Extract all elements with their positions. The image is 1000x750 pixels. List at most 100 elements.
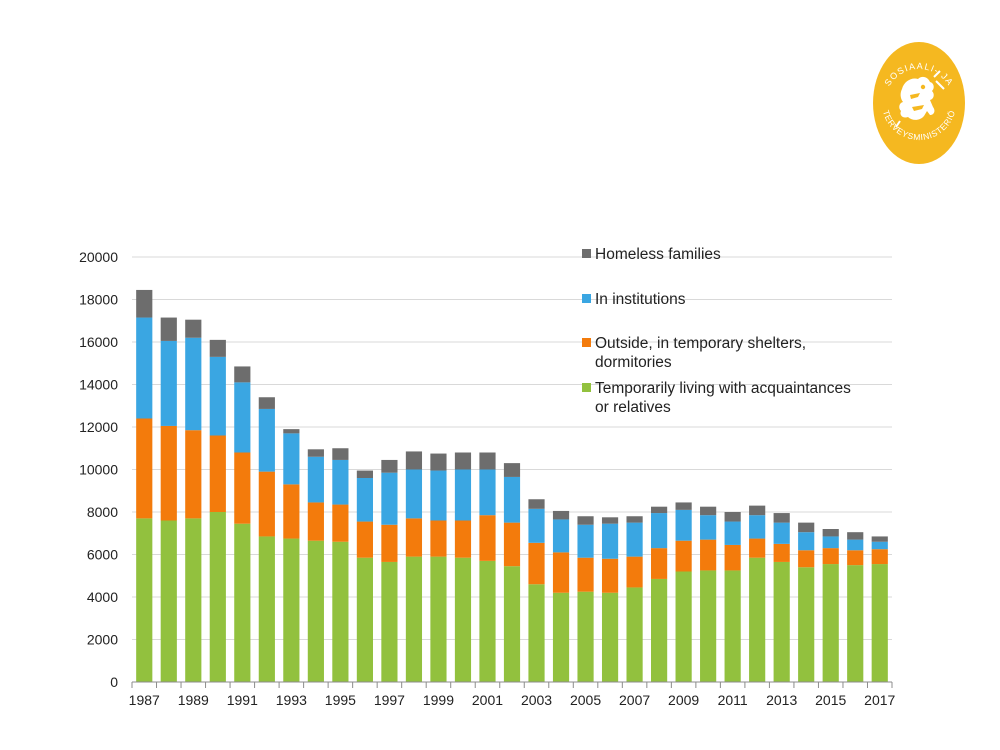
x-tick-label: 1991: [227, 692, 258, 708]
bar-2014-series-1: [798, 550, 815, 568]
bar-2003-series-3: [528, 499, 545, 509]
bar-1991-series-3: [234, 366, 251, 383]
bar-2007-series-0: [626, 587, 643, 682]
sword-icon: [895, 70, 945, 128]
bar-1993-series-2: [283, 433, 300, 485]
bar-2001-series-1: [479, 515, 496, 561]
y-tick-label: 20000: [79, 249, 118, 265]
bar-2002-series-0: [503, 566, 521, 682]
bar-1995-series-3: [332, 448, 349, 460]
bar-2001-series-2: [479, 469, 496, 516]
bar-1990-series-0: [209, 512, 226, 682]
bar-1999-series-0: [430, 556, 447, 682]
legend-swatch: [582, 338, 591, 347]
bar-1997-series-3: [381, 459, 398, 473]
bar-2014-series-3: [798, 522, 815, 533]
bar-1997-series-2: [381, 472, 398, 525]
y-tick-label: 10000: [79, 462, 118, 478]
bar-1991-series-0: [234, 523, 251, 682]
legend-swatch: [582, 249, 591, 258]
x-tick-label: 1989: [178, 692, 209, 708]
legend-swatch: [582, 294, 591, 303]
bar-2010-series-2: [700, 515, 717, 540]
bar-1987-series-0: [136, 518, 153, 682]
bar-1998-series-1: [405, 518, 423, 557]
bar-2000-series-0: [454, 557, 472, 682]
bar-1999-series-3: [430, 453, 447, 471]
bar-2012-series-3: [749, 505, 766, 516]
bar-1989-series-1: [185, 430, 202, 519]
bar-2011-series-3: [724, 512, 741, 522]
bar-2001-series-3: [479, 452, 496, 470]
bar-1988-series-2: [160, 340, 177, 426]
bar-1990-series-1: [209, 435, 226, 512]
bar-2003-series-0: [528, 584, 545, 682]
bar-2004-series-0: [552, 592, 570, 682]
bar-1993-series-0: [283, 538, 300, 682]
lion-icon: [899, 76, 935, 120]
y-tick-label: 12000: [79, 419, 118, 435]
bar-1987-series-3: [136, 289, 153, 318]
bar-2004-series-2: [552, 519, 570, 553]
bar-2009-series-3: [675, 502, 692, 510]
y-tick-label: 8000: [87, 504, 118, 520]
ministry-logo-icon: SOSIAALI- JA TERVEYSMINISTERIÖ: [873, 42, 965, 164]
bar-2014-series-2: [798, 532, 815, 551]
bar-1993-series-1: [283, 484, 300, 539]
legend-label: Temporarily living with acquaintances: [595, 380, 851, 397]
x-tick-label: 2017: [864, 692, 895, 708]
bar-1992-series-2: [258, 408, 275, 472]
x-tick-label: 1995: [325, 692, 356, 708]
bar-2006-series-3: [601, 517, 619, 524]
bar-2009-series-0: [675, 571, 692, 682]
bar-2007-series-1: [626, 556, 643, 588]
legend-label: Homeless families: [595, 246, 721, 263]
bar-1989-series-3: [185, 319, 202, 338]
bar-1998-series-3: [405, 451, 423, 470]
bar-2011-series-2: [724, 521, 741, 545]
bar-1999-series-1: [430, 520, 447, 557]
bar-2000-series-1: [454, 520, 472, 558]
bar-2013-series-3: [773, 513, 790, 523]
bar-2009-series-2: [675, 509, 692, 541]
bar-1987-series-1: [136, 418, 153, 519]
bar-2008-series-3: [651, 506, 668, 514]
bar-2014-series-0: [798, 567, 815, 682]
bar-1992-series-3: [258, 397, 275, 409]
bar-2015-series-1: [822, 548, 839, 565]
bar-2017-series-3: [871, 536, 888, 542]
bar-1996-series-2: [356, 478, 373, 522]
x-tick-label: 2001: [472, 692, 503, 708]
bar-1992-series-1: [258, 471, 275, 537]
bar-1989-series-0: [185, 518, 202, 682]
bar-2016-series-0: [847, 565, 864, 682]
bar-2005-series-1: [577, 557, 594, 592]
bar-2013-series-0: [773, 561, 790, 682]
x-tick-label: 1993: [276, 692, 307, 708]
bar-2000-series-2: [454, 469, 472, 521]
bar-2001-series-0: [479, 560, 496, 682]
bar-2015-series-3: [822, 529, 839, 537]
bar-1994-series-1: [307, 502, 324, 541]
bar-1990-series-3: [209, 339, 226, 357]
x-tick-label: 2007: [619, 692, 650, 708]
bar-2017-series-0: [871, 564, 888, 682]
y-tick-label: 2000: [87, 632, 118, 648]
bar-2011-series-1: [724, 544, 741, 571]
bar-2015-series-2: [822, 536, 839, 549]
bar-2007-series-2: [626, 522, 643, 557]
bar-2007-series-3: [626, 516, 643, 523]
bar-1987-series-2: [136, 317, 153, 419]
bar-2003-series-1: [528, 542, 545, 585]
lion-detail-icon: [910, 84, 926, 111]
x-tick-label: 2005: [570, 692, 601, 708]
bar-1995-series-1: [332, 504, 349, 542]
bar-2012-series-1: [749, 538, 766, 558]
x-tick-label: 1997: [374, 692, 405, 708]
bar-2010-series-0: [700, 570, 717, 682]
x-tick-label: 1999: [423, 692, 454, 708]
bar-2009-series-1: [675, 540, 692, 572]
bar-2005-series-3: [577, 516, 594, 525]
bar-2004-series-3: [552, 510, 570, 520]
axes: [131, 681, 893, 688]
